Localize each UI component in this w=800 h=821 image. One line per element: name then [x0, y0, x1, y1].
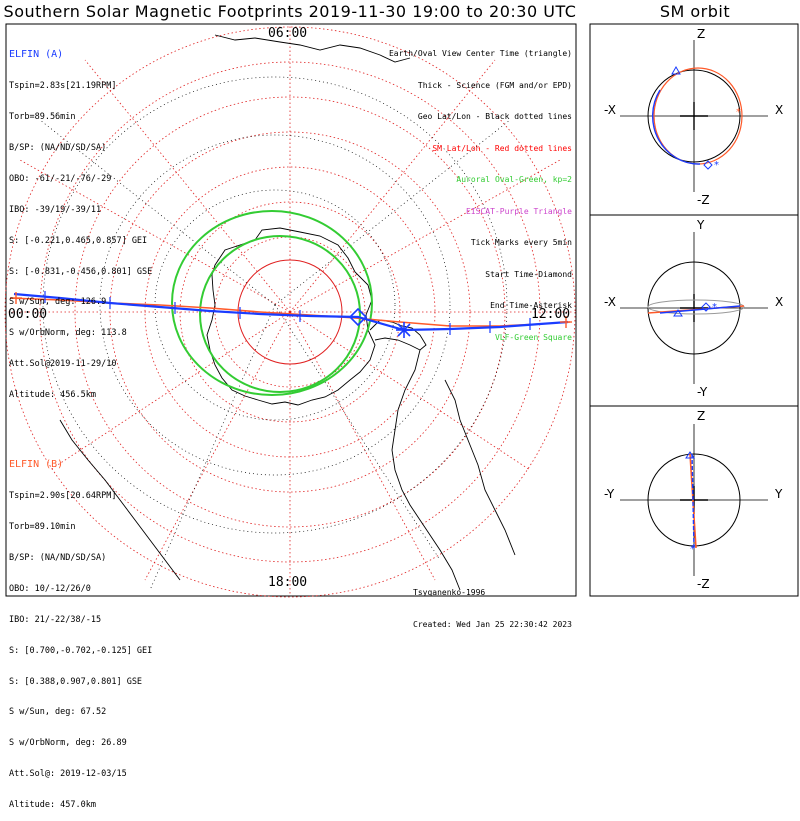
south-america-coastline — [391, 349, 516, 591]
sm1-right-label: X — [775, 103, 784, 117]
elfin-a-tick-marks — [44, 291, 531, 335]
legend-item: End Time-Asterisk — [490, 301, 572, 310]
elfin-b-end-asterisk — [560, 316, 572, 328]
elfin-b-line: Torb=89.10min — [9, 522, 76, 533]
polar-map — [4, 26, 576, 598]
elfin-b-line: Tspin=2.90s[20.64RPM] — [9, 491, 117, 502]
elfin-a-line: OBO: -61/-21/-76/-29 — [9, 173, 112, 184]
elfin-a-line: S w/OrbNorm, deg: 113.8 — [9, 328, 127, 339]
auroral-oval-inner — [199, 235, 361, 393]
elfin-a-line: Altitude: 456.5km — [9, 390, 96, 401]
australia-coastline — [214, 34, 411, 63]
hour-label-left: 00:00 — [8, 307, 48, 322]
legend-item: VLF-Green Square — [494, 332, 572, 342]
sm3-top-label: Z — [697, 409, 706, 423]
elfin-b-line: IBO: 21/-22/38/-15 — [9, 614, 102, 625]
elfin-b-line: S: [0.700,-0.702,-0.125] GEI — [9, 645, 153, 656]
sm-panel-1: * * — [620, 40, 768, 192]
elfin-b-info: ELFIN (B) Tspin=2.90s[20.64RPM] Torb=89.… — [9, 438, 152, 821]
sm2-right-label: X — [775, 295, 784, 309]
sm2-top-label: Y — [697, 218, 705, 232]
elfin-a-line: S: [-0.221,0.465,0.857] GEI — [9, 235, 148, 246]
elfin-a-line: Torb=89.56min — [9, 112, 76, 123]
hour-label-bottom: 18:00 — [268, 575, 308, 590]
legend-item: EISCAT-Purple Triangle — [466, 206, 572, 216]
sm3-elfin-b-orbit — [689, 453, 697, 549]
sm1-bottom-label: -Z — [697, 193, 710, 207]
legend-item: Start Time-Diamond — [485, 269, 572, 279]
credit-created: Created: Wed Jan 25 22:30:42 2023 — [413, 619, 572, 629]
sm-panel-2: * — [620, 232, 768, 384]
credits: Tsyganenko-1996 Created: Wed Jan 25 22:3… — [413, 567, 572, 641]
elfin-a-line: S w/Sun, deg: 126.9 — [9, 297, 107, 308]
elfin-b-line: Att.Sol@: 2019-12-03/15 — [9, 769, 127, 780]
svg-text:*: * — [690, 544, 695, 555]
map-frame — [5, 23, 577, 597]
elfin-a-start-diamond — [348, 307, 368, 327]
elfin-b-start-asterisk — [10, 292, 22, 304]
figure-canvas: * * * * — [4, 23, 799, 598]
sm-panel-3-frame — [589, 405, 799, 597]
sm-panel-3: * — [620, 424, 768, 576]
sm1-top-label: Z — [697, 27, 706, 41]
sm1-left-label: -X — [604, 103, 616, 117]
elfin-a-info: ELFIN (A) Tspin=2.83s[21.19RPM] Torb=89.… — [9, 28, 152, 411]
credit-model: Tsyganenko-1996 — [413, 588, 486, 597]
elfin-b-line: S: [0.388,0.907,0.801] GSE — [9, 676, 143, 687]
elfin-a-end-asterisk — [396, 322, 412, 338]
elfin-b-name: ELFIN (B) — [9, 458, 64, 470]
elfin-a-name: ELFIN (A) — [9, 48, 64, 60]
sm2-left-label: -X — [604, 295, 616, 309]
elfin-a-line: Att.Sol@2019-11-29/10 — [9, 359, 117, 370]
elfin-a-line: IBO: -39/19/-39/11 — [9, 204, 102, 215]
map-legend: Earth/Oval View Center Time (triangle) T… — [389, 28, 572, 354]
sm3-bottom-label: -Z — [697, 577, 710, 591]
elfin-b-line: OBO: 10/-12/26/0 — [9, 583, 91, 594]
elfin-b-line: Altitude: 457.0km — [9, 800, 96, 811]
legend-item: Earth/Oval View Center Time (triangle) — [388, 49, 572, 58]
svg-text:*: * — [714, 160, 719, 171]
sm-orbit-title: SM orbit — [659, 2, 731, 21]
legend-item: Geo Lat/Lon - Black dotted lines — [417, 112, 572, 121]
africa-coastline — [59, 419, 181, 581]
elfin-a-line: S: [-0.831,-0.456,0.801] GSE — [9, 266, 153, 277]
sm3-right-label: Y — [775, 487, 783, 501]
elfin-b-line: S w/Sun, deg: 67.52 — [9, 707, 107, 718]
hour-label-top: 06:00 — [268, 26, 308, 41]
sm3-elfin-a-orbit — [691, 453, 695, 549]
sm2-bottom-label: -Y — [697, 385, 708, 399]
legend-item: SM Lat/Lon - Red dotted lines — [432, 143, 572, 153]
svg-text:*: * — [712, 302, 717, 313]
sm1-elfin-a-orbit — [651, 89, 701, 165]
elfin-a-line: Tspin=2.83s[21.19RPM] — [9, 81, 117, 92]
page-title: Southern Solar Magnetic Footprints 2019-… — [3, 2, 577, 21]
legend-item: Tick Marks every 5min — [470, 238, 572, 247]
elfin-b-line: B/SP: (NA/ND/SD/SA) — [9, 552, 107, 563]
legend-item: Auroral Oval-Green, kp=2 — [456, 175, 572, 184]
elfin-b-line: S w/OrbNorm, deg: 26.89 — [9, 738, 127, 749]
svg-text:*: * — [736, 107, 741, 118]
legend-item: Thick - Science (FGM and/or EPD) — [417, 80, 572, 90]
sm-longitude-lines — [8, 26, 574, 594]
sm3-left-label: -Y — [604, 487, 615, 501]
sm2-elfin-a-orbit — [659, 305, 741, 314]
auroral-oval-outer — [171, 210, 373, 396]
hour-label-right: 12:00 — [531, 307, 571, 322]
elfin-a-line: B/SP: (NA/ND/SD/SA) — [9, 142, 107, 153]
